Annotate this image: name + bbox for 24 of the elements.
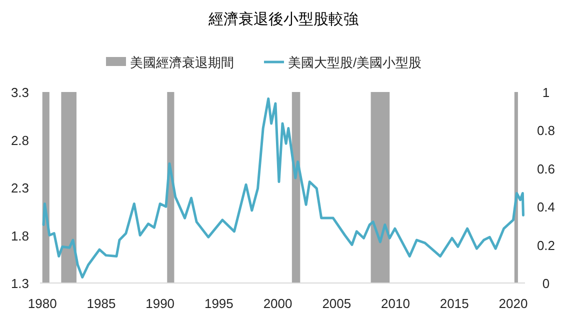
y2-tick-label: 0.4 <box>536 200 556 215</box>
legend-label: 美國經濟衰退期間 <box>130 55 234 70</box>
x-tick-label: 2020 <box>498 296 528 311</box>
y2-tick-label: 0.8 <box>536 123 556 138</box>
x-tick-label: 2015 <box>440 296 469 311</box>
x-tick-label: 1990 <box>146 296 175 311</box>
y2-tick-label: 0.2 <box>536 238 556 253</box>
chart-title: 經濟衰退後小型股較強 <box>208 11 358 28</box>
x-tick-label: 2000 <box>263 296 292 311</box>
y-tick-label: 1.3 <box>10 276 30 291</box>
legend-label: 美國大型股/美國小型股 <box>288 55 422 70</box>
x-tick-label: 1995 <box>204 296 234 311</box>
y2-tick-label: 0 <box>542 276 550 291</box>
y-tick-label: 3.3 <box>10 85 30 100</box>
y2-tick-label: 0.6 <box>536 161 556 176</box>
x-tick-label: 1980 <box>28 296 57 311</box>
line-series <box>42 97 524 279</box>
y2-tick-label: 1 <box>542 85 550 100</box>
x-tick-label: 1985 <box>86 296 116 311</box>
x-tick-label: 2005 <box>322 296 352 311</box>
y-tick-label: 2.8 <box>10 132 30 148</box>
y-tick-label: 2.3 <box>10 180 30 196</box>
y-tick-label: 1.8 <box>10 228 30 244</box>
x-tick-label: 2010 <box>381 296 410 311</box>
